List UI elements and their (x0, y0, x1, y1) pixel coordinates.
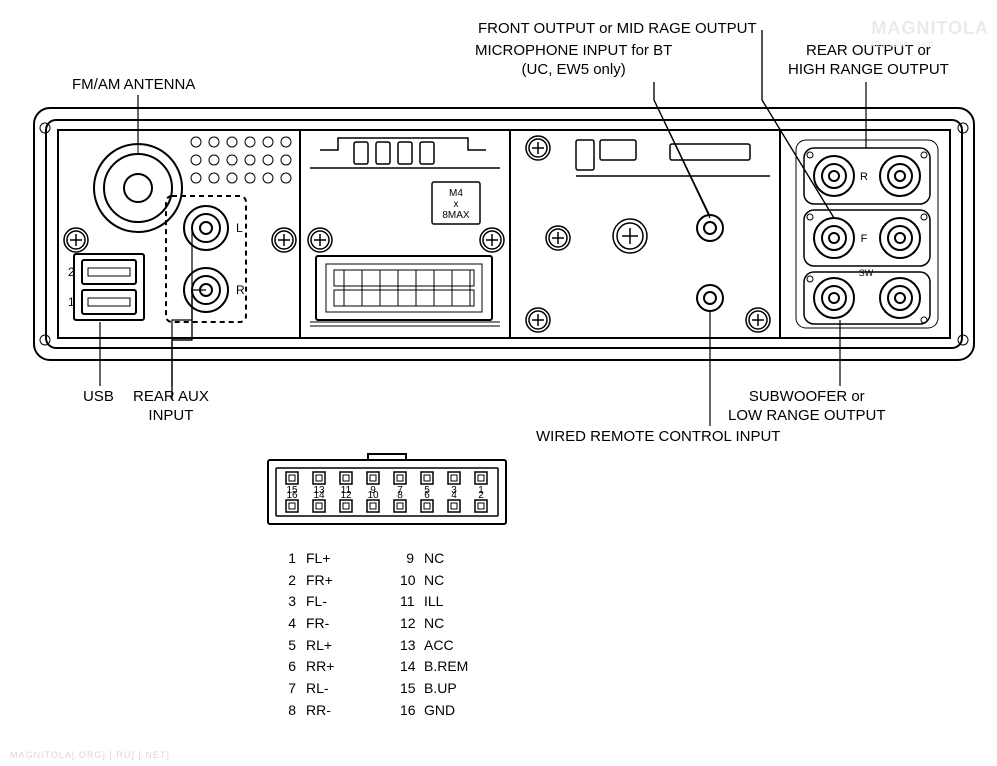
m4-line2: x (454, 199, 459, 210)
m4-line1: M4 (449, 188, 463, 199)
pinout-table-right: 9NC10NC11ILL12NC13ACC14B.REM15B.UP16GND (400, 548, 484, 722)
aux-r-text: R (236, 283, 245, 297)
rca-sw-text: SW (859, 268, 874, 278)
aux-l-text: L (236, 221, 243, 235)
rca-r-text: R (860, 171, 868, 183)
pinout-table-left: 1FL+2FR+3FL-4FR-5RL+6RR+7RL-8RR- (282, 548, 366, 722)
diagram-svg: M4 x 8MAX 2 1 L R R F SW (0, 0, 997, 766)
usb2-text: 2 (68, 265, 75, 279)
watermark-right: MAGNITOLA CarAudio Team (871, 18, 989, 49)
rca-f-text: F (861, 233, 868, 245)
watermark-bottom: MAGNITOLA[.ORG] [.RU] [.NET] (10, 750, 170, 760)
m4-line3: 8MAX (442, 210, 470, 221)
usb1-text: 1 (68, 295, 75, 309)
